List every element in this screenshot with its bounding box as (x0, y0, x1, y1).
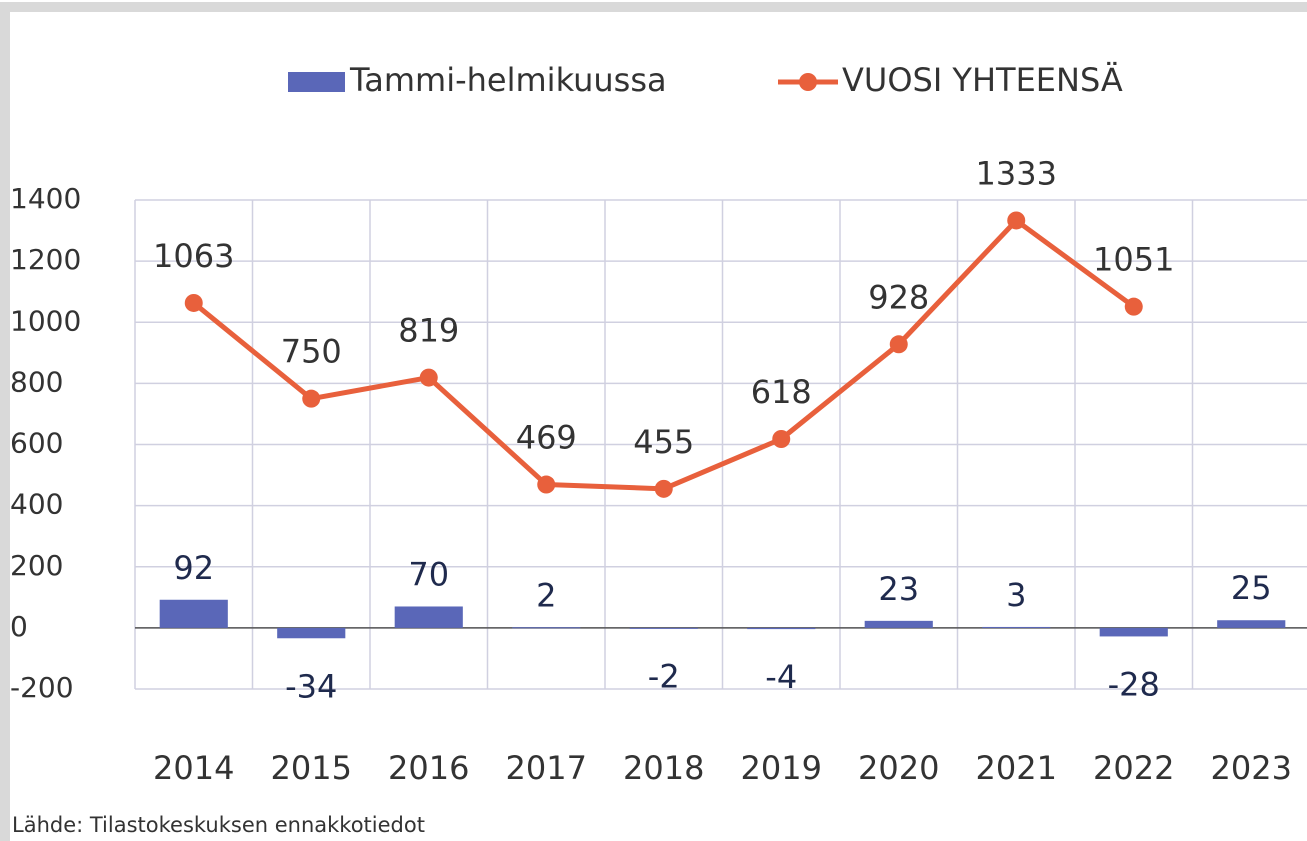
line-marker (302, 389, 321, 408)
line-value-label: 1333 (976, 154, 1057, 192)
bar (864, 620, 933, 628)
bar (1099, 627, 1168, 637)
y-tick-label: 800 (10, 365, 63, 398)
x-tick-label: 2020 (858, 749, 939, 787)
bar-value-label: 70 (408, 555, 449, 593)
line-marker (537, 475, 556, 494)
bar-value-label: 2 (536, 576, 556, 614)
bar (159, 599, 228, 628)
y-tick-label: 1000 (10, 304, 81, 337)
y-tick-label: 400 (10, 488, 63, 521)
y-tick-label: -200 (10, 671, 74, 704)
x-tick-label: 2014 (153, 749, 234, 787)
line-value-label: 750 (281, 333, 342, 371)
x-tick-label: 2019 (741, 749, 822, 787)
source-note: Lähde: Tilastokeskuksen ennakkotiedot (12, 813, 425, 837)
bar-value-label: -34 (285, 667, 337, 705)
x-tick-label: 2021 (976, 749, 1057, 787)
legend-swatch (288, 72, 345, 92)
x-tick-label: 2015 (271, 749, 352, 787)
y-tick-label: 0 (10, 610, 28, 643)
line-value-label: 1063 (153, 237, 234, 275)
bar (982, 626, 1051, 628)
x-tick-label: 2023 (1211, 749, 1292, 787)
line-value-label: 618 (751, 373, 812, 411)
bar (277, 627, 346, 639)
line-marker (772, 429, 791, 448)
bar-value-label: -2 (648, 657, 680, 695)
line-marker (654, 479, 673, 498)
legend-label: VUOSI YHTEENSÄ (842, 61, 1123, 99)
legend-label: Tammi-helmikuussa (349, 61, 667, 99)
y-tick-label: 600 (10, 427, 63, 460)
bar (747, 627, 816, 630)
bar-value-label: 92 (173, 549, 214, 587)
line-marker (889, 335, 908, 354)
bar-value-label: -28 (1108, 665, 1160, 703)
bar-value-label: -4 (765, 658, 797, 696)
y-tick-label: 200 (10, 549, 63, 582)
line-marker (1124, 297, 1143, 316)
bar (512, 627, 581, 629)
x-tick-label: 2016 (388, 749, 469, 787)
x-tick-label: 2017 (506, 749, 587, 787)
x-tick-label: 2018 (623, 749, 704, 787)
bar (394, 606, 463, 628)
line-value-label: 455 (633, 423, 694, 461)
legend-marker (799, 73, 817, 91)
line-value-label: 819 (398, 312, 459, 350)
bar-value-label: 23 (878, 570, 919, 608)
bar-value-label: 3 (1006, 576, 1026, 614)
line-marker (184, 293, 203, 312)
x-tick-label: 2022 (1093, 749, 1174, 787)
line-value-label: 1051 (1093, 241, 1174, 279)
line-marker (1007, 211, 1026, 230)
bar (629, 627, 698, 629)
bar-value-label: 25 (1231, 569, 1272, 607)
line-value-label: 928 (868, 278, 929, 316)
bar (1217, 620, 1286, 628)
y-tick-label: 1200 (10, 243, 81, 276)
line-marker (419, 368, 438, 387)
line-value-label: 469 (516, 419, 577, 457)
y-tick-label: 1400 (10, 182, 81, 215)
